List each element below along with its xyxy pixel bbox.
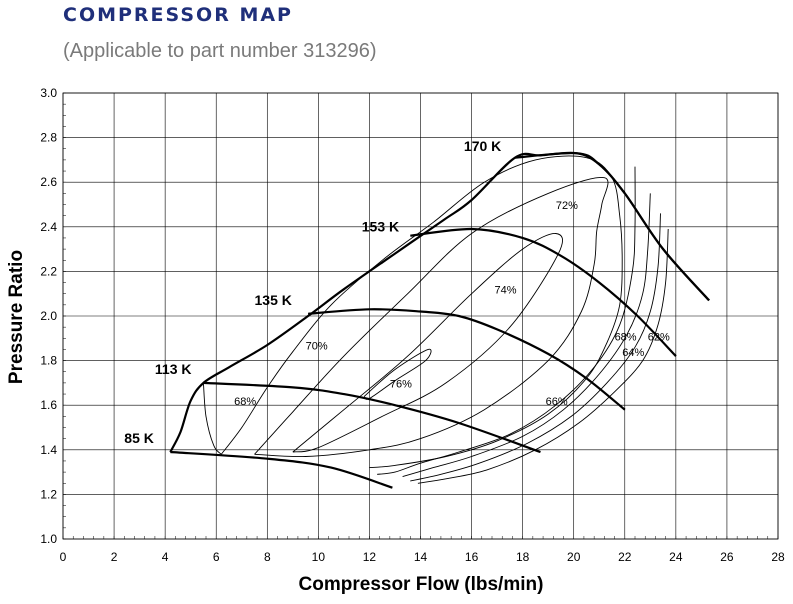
efficiency-islands: [202, 155, 669, 484]
x-tick-label: 2: [111, 550, 118, 564]
plot-frame: [62, 92, 779, 540]
x-tick-label: 10: [312, 550, 326, 564]
efficiency-contour-76pct: [363, 348, 432, 400]
x-tick-label: 14: [414, 550, 428, 564]
y-tick-label: 1.2: [40, 487, 57, 501]
annotation-label: 70%: [306, 340, 328, 352]
speed-line-153k: [410, 227, 677, 357]
page-subtitle: (Applicable to part number 313296): [63, 40, 377, 62]
x-axis-ticks: 0 2 4 6 8 10 12 14 16 18 20 22 24 26 28: [60, 550, 785, 564]
page-title: COMPRESSOR MAP: [63, 4, 293, 26]
y-tick-label: 1.0: [40, 532, 57, 546]
speed-line-113k: [203, 381, 541, 454]
y-tick-label: 1.8: [40, 354, 57, 368]
annotation-label: 72%: [556, 200, 578, 212]
y-tick-label: 3.0: [40, 86, 57, 100]
y-tick-label: 1.4: [40, 443, 57, 457]
speed-lines: [170, 151, 710, 489]
annotations: 170 K 153 K 135 K 113 K 85 K 72% 74% 70% 76% 68% 6…: [124, 138, 670, 446]
annotation-label: 76%: [390, 378, 412, 390]
efficiency-contour-68pct: [377, 166, 636, 475]
x-axis-label: Compressor Flow (lbs/min): [299, 574, 544, 595]
annotation-label: 153 K: [362, 218, 399, 234]
annotation-label: 62%: [648, 332, 670, 344]
y-tick-label: 2.0: [40, 309, 57, 323]
efficiency-contour-66pct: [402, 193, 651, 478]
speed-line-135k: [308, 308, 626, 411]
efficiency-contour-74pct: [292, 233, 563, 453]
y-tick-label: 2.2: [40, 264, 57, 278]
efficiency-contour-68pct: [202, 382, 222, 455]
x-tick-label: 22: [618, 550, 632, 564]
annotation-label: 135 K: [255, 292, 292, 308]
x-tick-label: 6: [213, 550, 220, 564]
efficiency-contour-72pct: [254, 177, 609, 458]
x-tick-label: 12: [363, 550, 377, 564]
annotation-label: 85 K: [124, 430, 154, 446]
annotation-label: 64%: [622, 347, 644, 359]
x-tick-label: 28: [771, 550, 785, 564]
y-tick-label: 2.8: [40, 131, 57, 145]
y-tick-label: 1.6: [40, 398, 57, 412]
annotation-label: 170 K: [464, 138, 501, 154]
surge-boundary-line: [169, 151, 710, 453]
x-tick-label: 24: [669, 550, 683, 564]
y-axis-label: Pressure Ratio: [6, 250, 27, 384]
annotation-label: 68%: [615, 332, 637, 344]
surge-line: [169, 151, 710, 453]
y-tick-label: 2.6: [40, 175, 57, 189]
x-tick-label: 4: [162, 550, 169, 564]
annotation-label: 68%: [234, 396, 256, 408]
grid: [62, 92, 779, 540]
x-tick-label: 20: [567, 550, 581, 564]
efficiency-contour-62pct: [417, 228, 669, 484]
x-tick-label: 8: [264, 550, 271, 564]
x-tick-label: 0: [60, 550, 67, 564]
x-tick-label: 16: [465, 550, 479, 564]
y-tick-label: 2.4: [40, 220, 57, 234]
x-tick-label: 18: [516, 550, 530, 564]
y-axis-ticks: 1.0 1.2 1.4 1.6 1.8 2.0 2.2 2.4 2.6 2.8 3.0: [40, 86, 57, 546]
speed-line-85k: [170, 450, 393, 489]
annotation-label: 113 K: [155, 361, 192, 377]
efficiency-contour-64pct: [410, 213, 661, 482]
annotation-label: 66%: [546, 396, 568, 408]
annotation-label: 74%: [495, 285, 517, 297]
x-tick-label: 26: [720, 550, 734, 564]
